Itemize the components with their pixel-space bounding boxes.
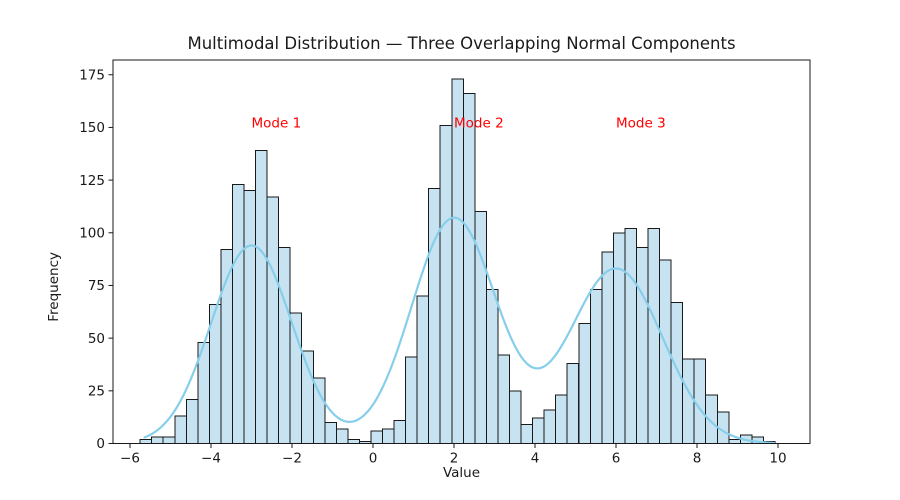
mode-annotation: Mode 3 bbox=[616, 115, 666, 131]
histogram-bar bbox=[335, 428, 349, 444]
y-tick-label: 175 bbox=[79, 67, 105, 83]
y-tick-label: 25 bbox=[88, 384, 105, 400]
x-tick-label: −4 bbox=[201, 451, 221, 467]
x-axis-ticks: −6 −4 −2 0 2 4 6 8 10 bbox=[120, 443, 787, 467]
histogram-bar bbox=[243, 190, 257, 444]
mode-annotation: Mode 2 bbox=[454, 115, 504, 131]
histogram-bar bbox=[278, 247, 291, 444]
histogram-bar bbox=[635, 247, 649, 444]
histogram-bar bbox=[185, 398, 199, 444]
histogram-bar bbox=[728, 438, 741, 445]
x-tick-label: 2 bbox=[450, 451, 459, 467]
histogram-bar bbox=[324, 421, 337, 444]
x-tick-label: −6 bbox=[120, 451, 140, 467]
histogram-bar bbox=[428, 188, 441, 444]
histogram-bar bbox=[485, 289, 499, 444]
y-tick-label: 50 bbox=[88, 331, 105, 347]
histogram-bar bbox=[532, 417, 545, 444]
histogram-bar bbox=[405, 356, 418, 444]
histogram-bar bbox=[151, 436, 164, 444]
y-tick-label: 100 bbox=[79, 225, 105, 241]
x-tick-label: 4 bbox=[531, 451, 540, 467]
y-axis-label-text: Frequency bbox=[46, 252, 62, 322]
histogram-bar bbox=[231, 183, 245, 444]
x-tick-label: 10 bbox=[769, 451, 786, 467]
x-tick-label: 8 bbox=[693, 451, 702, 467]
histogram-bar bbox=[578, 322, 591, 445]
histogram-bar bbox=[601, 251, 614, 444]
histogram-bar bbox=[589, 289, 603, 444]
histogram-bar bbox=[255, 150, 268, 445]
x-tick-label: 6 bbox=[612, 451, 621, 467]
histogram-bars bbox=[139, 78, 776, 445]
x-axis-label: Value bbox=[442, 465, 481, 481]
y-tick-label: 150 bbox=[79, 120, 105, 136]
y-axis-ticks: 0 25 50 75 100 125 150 175 bbox=[79, 67, 113, 452]
histogram-bar bbox=[312, 377, 326, 444]
axes-frame bbox=[112, 59, 811, 444]
x-tick-label: 0 bbox=[369, 451, 378, 467]
histogram-bar bbox=[612, 232, 626, 444]
histogram-bar bbox=[393, 419, 407, 445]
histogram-bar bbox=[520, 424, 534, 445]
chart-title: Multimodal Distribution — Three Overlapp… bbox=[187, 34, 736, 53]
x-tick-label: −2 bbox=[282, 451, 302, 467]
histogram-bar bbox=[162, 436, 176, 444]
histogram-bar bbox=[370, 430, 384, 444]
density-curve bbox=[143, 216, 776, 445]
histogram-bar bbox=[647, 228, 661, 444]
y-tick-label: 0 bbox=[96, 436, 105, 452]
histogram-bar bbox=[624, 228, 637, 444]
mode-annotation: Mode 1 bbox=[252, 115, 302, 131]
histogram-bar bbox=[555, 394, 568, 445]
histogram-bar bbox=[462, 93, 476, 445]
y-tick-label: 125 bbox=[79, 173, 105, 189]
histogram-bar bbox=[174, 415, 187, 444]
histogram-bar bbox=[543, 409, 557, 445]
histogram-bar bbox=[139, 438, 153, 445]
histogram-bar bbox=[682, 358, 695, 444]
histogram-bar bbox=[508, 390, 522, 445]
histogram-bar bbox=[670, 301, 684, 444]
mode-annotations: Mode 1 Mode 2 Mode 3 bbox=[252, 115, 666, 131]
histogram-bar bbox=[382, 428, 395, 444]
histogram-bar bbox=[451, 78, 464, 445]
histogram-bar bbox=[439, 124, 453, 444]
histogram-bar bbox=[416, 295, 430, 444]
histogram-bar bbox=[497, 354, 510, 444]
histogram-bar bbox=[347, 438, 360, 445]
histogram-bar bbox=[266, 196, 280, 444]
histogram-bar bbox=[566, 362, 580, 444]
y-tick-label: 75 bbox=[88, 278, 105, 294]
